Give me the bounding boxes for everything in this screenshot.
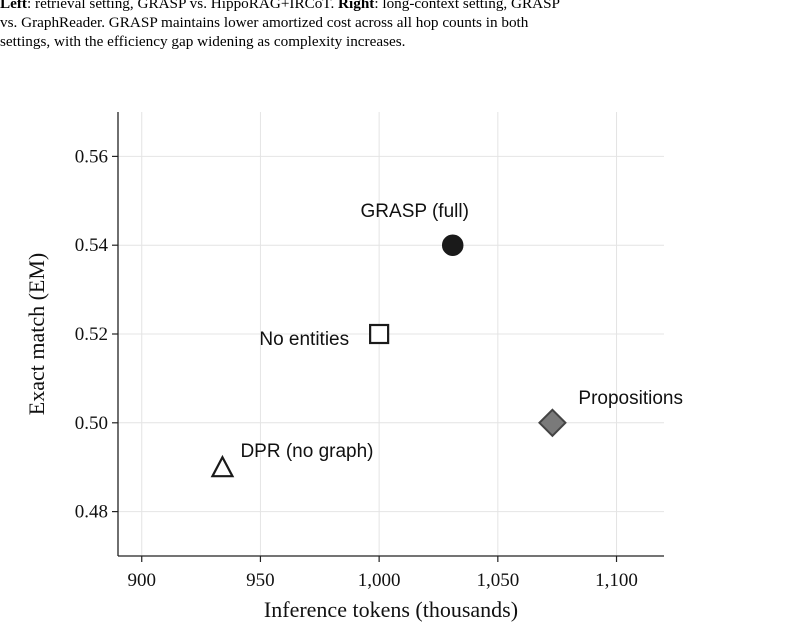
- point-diamond-2: [538, 408, 567, 438]
- y-tick-label-3: 0.54: [75, 235, 109, 256]
- x-tick-label-3: 1,050: [476, 570, 519, 591]
- data-points: [210, 234, 567, 478]
- x-tick-label-1: 950: [246, 570, 275, 591]
- x-tick-label-0: 900: [127, 570, 156, 591]
- caption-left-label: Left: [0, 0, 27, 12]
- y-tick-label-2: 0.52: [75, 324, 108, 345]
- x-axis-title: Inference tokens (thousands): [264, 597, 518, 622]
- point-triangle-3: [210, 454, 235, 478]
- caption-line-2: vs. GraphReader. GRASP maintains lower a…: [0, 14, 529, 31]
- point-label-0: GRASP (full): [361, 201, 469, 222]
- point-circle-0: [441, 234, 464, 256]
- y-axis-title: Exact match (EM): [24, 253, 49, 416]
- tick-labels: 900 950 1,000 1,050 1,100 0.48 0.50 0.52 0.54 0.5…: [75, 146, 638, 591]
- axes: [112, 112, 664, 562]
- caption-left-text: : retrieval setting, GRASP vs. HippoRAG+…: [27, 0, 339, 12]
- point-labels: GRASP (full) No entities Propositions DPR (…: [240, 201, 683, 462]
- caption-right-label: Right: [338, 0, 375, 12]
- y-tick-label-0: 0.48: [75, 502, 108, 523]
- x-tick-label-2: 1,000: [358, 570, 401, 591]
- point-label-3: DPR (no graph): [240, 441, 373, 462]
- x-tick-label-4: 1,100: [595, 570, 638, 591]
- y-tick-label-4: 0.56: [75, 146, 108, 167]
- caption-line-1: Left: retrieval setting, GRASP vs. Hippo…: [0, 0, 805, 13]
- point-label-2: Propositions: [578, 388, 683, 409]
- grid-lines: [118, 112, 664, 556]
- point-label-1: No entities: [259, 329, 349, 350]
- figure-caption: Left: retrieval setting, GRASP vs. Hippo…: [0, 0, 805, 70]
- caption-right-text: : long-context setting, GRASP: [374, 0, 560, 12]
- y-tick-label-1: 0.50: [75, 413, 108, 434]
- point-square-1: [369, 323, 390, 345]
- caption-line-3: settings, with the efficiency gap wideni…: [0, 33, 406, 50]
